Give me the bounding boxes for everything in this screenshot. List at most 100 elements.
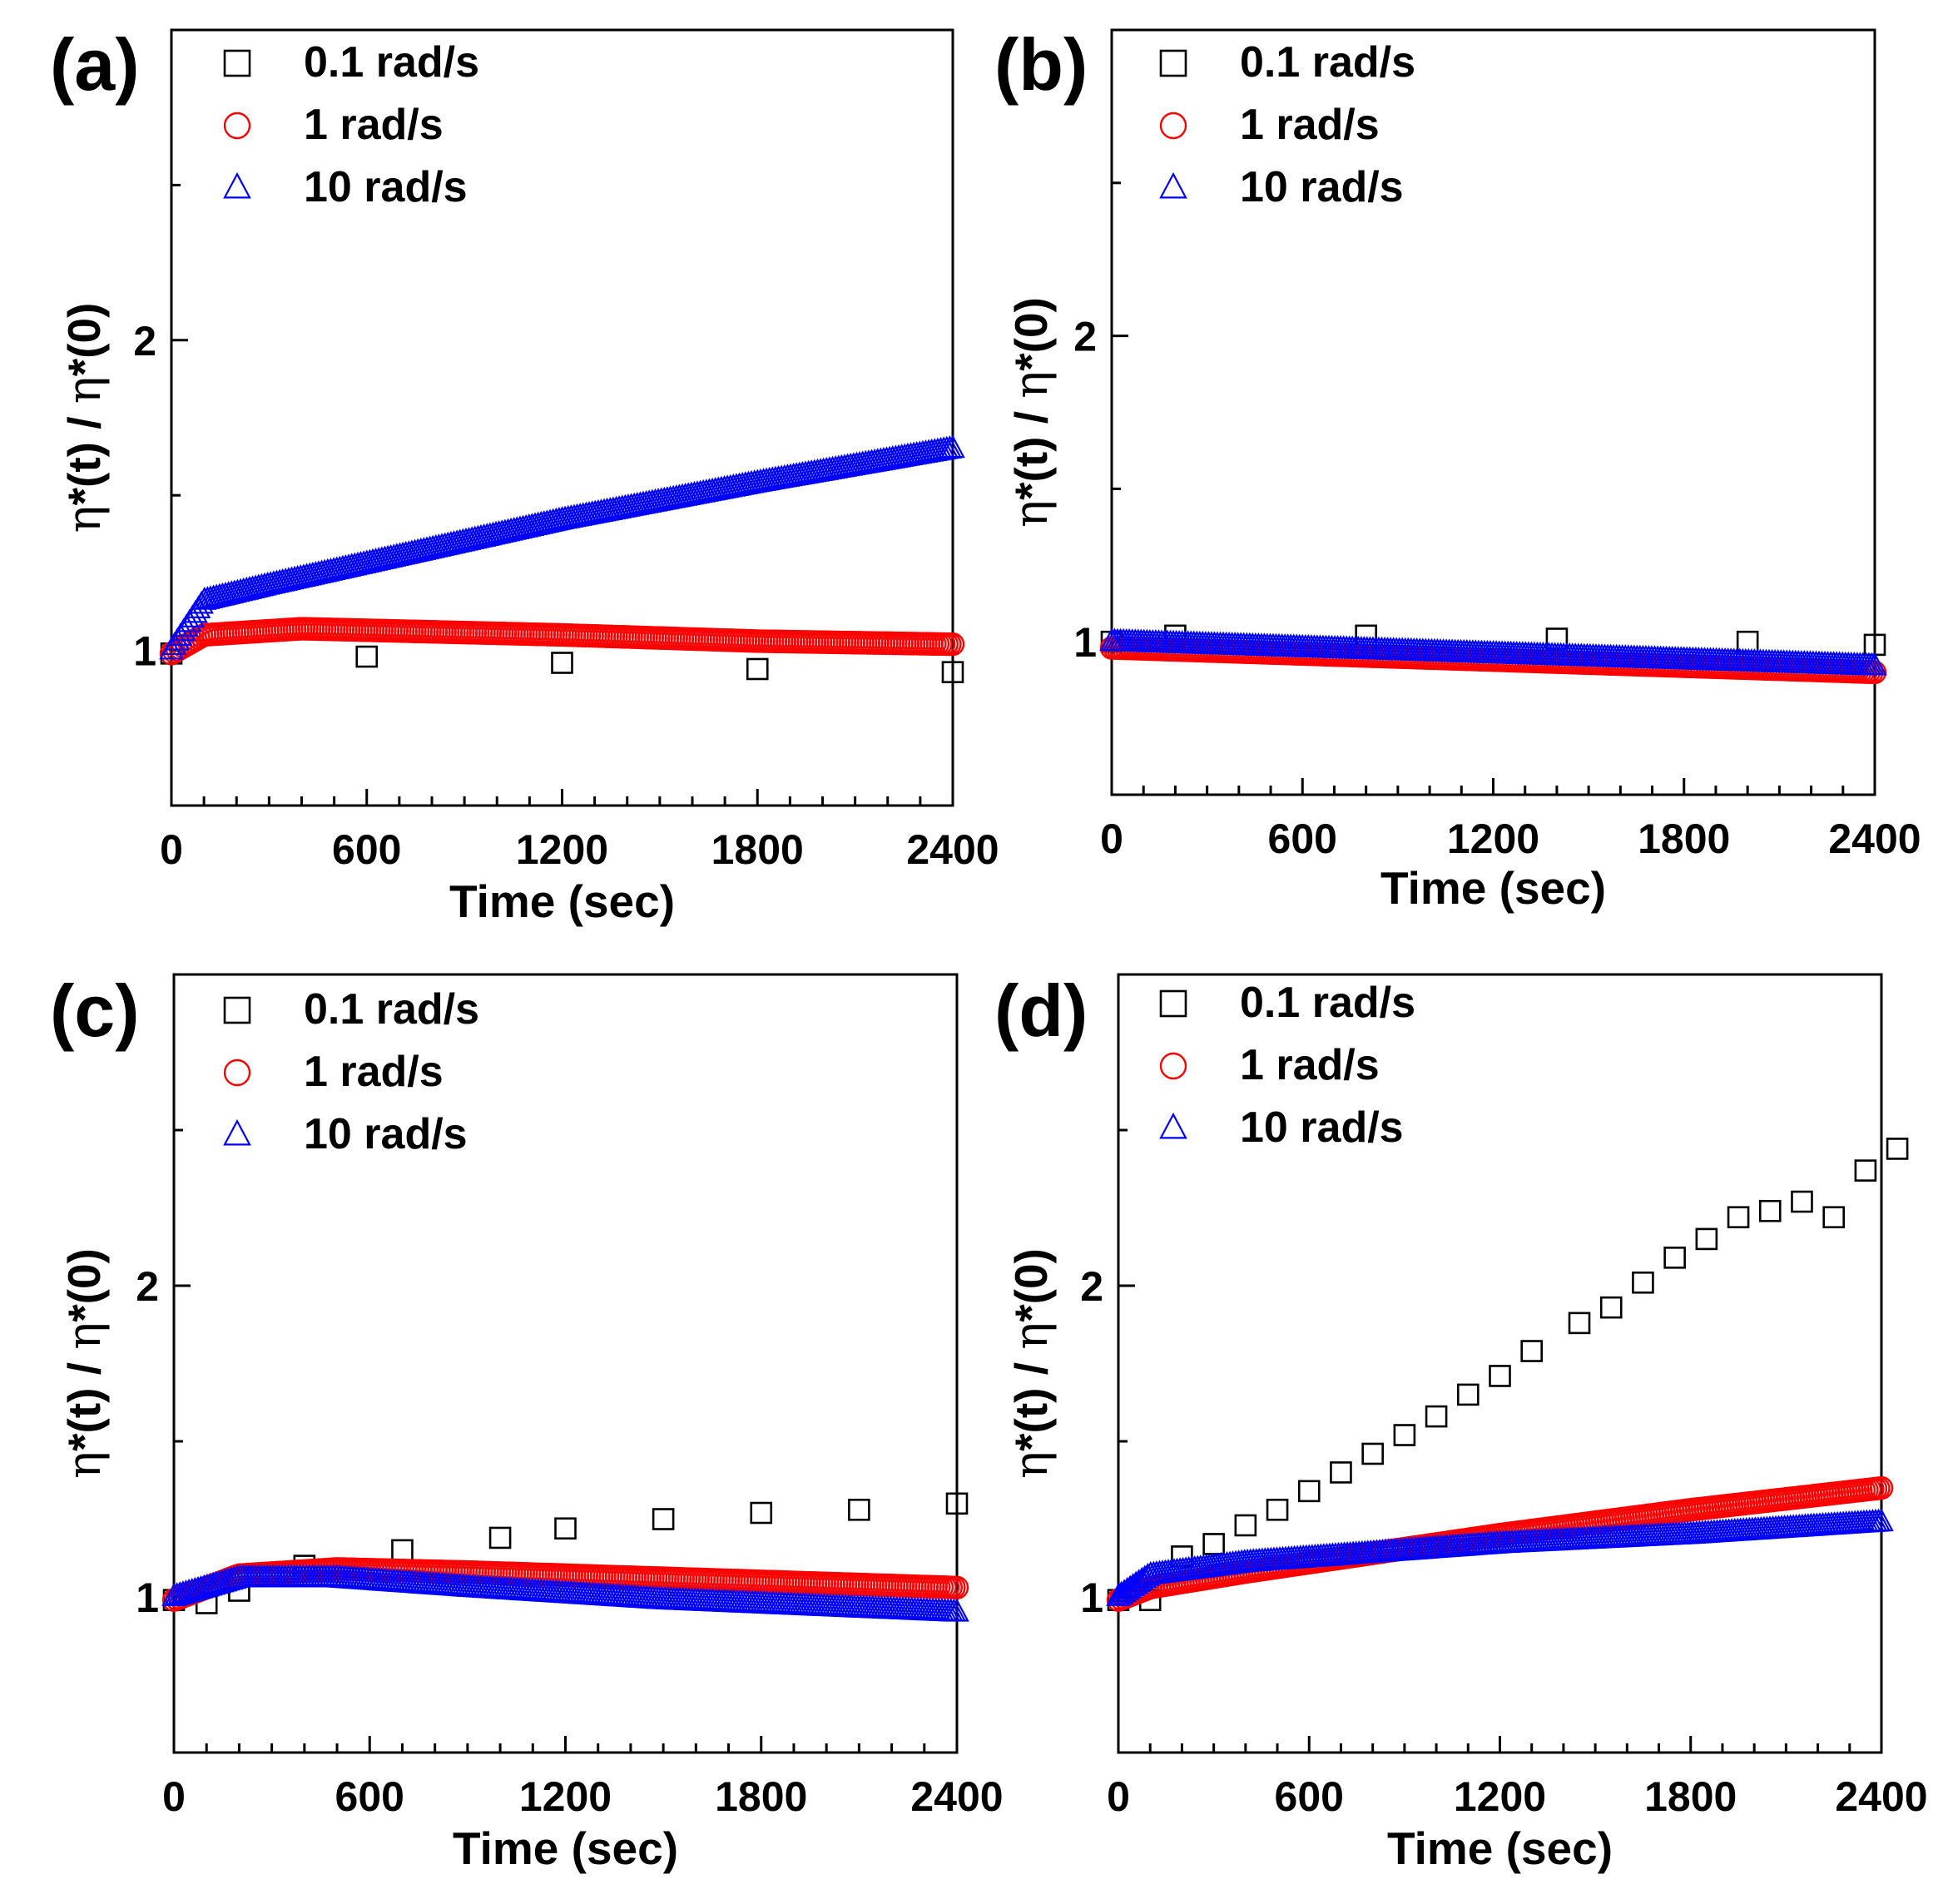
y-tick-label: 1	[1073, 619, 1097, 666]
x-tick-label: 600	[332, 826, 401, 873]
legend-marker	[223, 1118, 251, 1146]
panel-label: (c)	[50, 969, 140, 1052]
data-point	[1632, 1271, 1654, 1294]
data-point	[1456, 1383, 1480, 1406]
x-tick-label: 2400	[1835, 1773, 1927, 1820]
eta-symbol: η	[1004, 1322, 1058, 1350]
y-axis-title-part: *(0)	[1005, 1248, 1057, 1322]
data-point	[1791, 1190, 1813, 1213]
y-axis-title: η*(t) / η*(0)	[1004, 1248, 1058, 1479]
legend-label: 0.1 rad/s	[1240, 38, 1415, 87]
y-axis-title-part: *(t) /	[1005, 1350, 1057, 1451]
legend: 0.1 rad/s 1 rad/s 10 rad/s	[1159, 38, 1415, 211]
y-tick-label: 1	[136, 1574, 159, 1621]
legend-marker	[223, 49, 251, 77]
x-tick-label: 1800	[1644, 1773, 1737, 1820]
legend-marker	[1159, 1052, 1187, 1080]
x-tick-label: 600	[1275, 1773, 1344, 1820]
legend-label: 10 rad/s	[1240, 1103, 1404, 1152]
data-point	[1132, 1564, 1157, 1589]
eta-symbol: η	[1004, 500, 1058, 528]
x-tick-label: 0	[162, 1773, 186, 1820]
legend: 0.1 rad/s 1 rad/s 10 rad/s	[1159, 979, 1415, 1152]
legend-marker	[1159, 49, 1187, 77]
data-point	[1869, 1475, 1894, 1500]
data-point	[355, 645, 379, 668]
y-axis-title-part: *(t) /	[58, 1350, 110, 1451]
data-point	[1330, 1461, 1352, 1484]
data-point	[1886, 1138, 1909, 1160]
plot-frame	[170, 28, 954, 807]
eta-symbol: η	[1004, 1451, 1058, 1479]
x-tick-label: 1800	[1638, 816, 1730, 862]
data-point	[488, 1526, 512, 1549]
x-tick-label: 1800	[711, 826, 804, 873]
data-point	[1393, 1424, 1416, 1446]
y-tick-label: 1	[133, 628, 156, 675]
data-point	[1727, 1206, 1750, 1229]
series-1-rad-s	[159, 617, 965, 666]
legend-marker	[223, 171, 251, 199]
data-point	[1568, 1311, 1591, 1335]
data-point	[1234, 1514, 1257, 1537]
plot-frame	[1117, 973, 1883, 1754]
data-point	[1520, 1340, 1544, 1362]
legend-marker	[223, 1059, 251, 1087]
data-point	[1266, 1498, 1289, 1521]
data-point	[554, 1517, 577, 1540]
legend-marker	[223, 112, 251, 140]
data-point	[944, 1575, 969, 1599]
data-point	[940, 434, 965, 459]
data-point	[1854, 1159, 1877, 1182]
x-axis-title: Time (sec)	[449, 875, 675, 927]
data-point	[941, 661, 964, 683]
x-tick-label: 1800	[715, 1773, 807, 1820]
legend-label: 0.1 rad/s	[304, 985, 479, 1034]
panel-label: (d)	[994, 969, 1088, 1052]
x-tick-label: 1200	[1454, 1773, 1546, 1820]
data-point	[746, 657, 769, 681]
y-axis-title-part: *(0)	[1005, 297, 1057, 371]
eta-symbol: η	[57, 505, 111, 533]
y-axis-title-part: *(t) /	[1005, 399, 1057, 500]
y-tick-label: 2	[1073, 314, 1097, 360]
x-tick-label: 0	[1100, 816, 1123, 862]
x-axis-title: Time (sec)	[453, 1822, 678, 1874]
y-tick-label: 2	[136, 1263, 159, 1310]
y-tick-label: 2	[1080, 1263, 1103, 1310]
data-point	[1297, 1480, 1321, 1503]
data-point	[652, 1508, 675, 1530]
eta-symbol: η	[57, 1322, 111, 1350]
data-point	[1822, 1206, 1845, 1229]
legend-marker	[1159, 989, 1187, 1018]
y-axis-title: η*(t) / η*(0)	[1004, 297, 1058, 528]
legend-label: 1 rad/s	[1240, 101, 1380, 149]
data-point	[1695, 1227, 1718, 1251]
y-tick-label: 1	[1080, 1574, 1103, 1621]
legend-label: 10 rad/s	[304, 1110, 468, 1158]
x-tick-label: 1200	[519, 1773, 612, 1820]
x-tick-label: 1200	[516, 826, 608, 873]
data-point	[945, 1492, 969, 1515]
y-axis-title-part: *(t) /	[58, 404, 110, 505]
y-axis-title: η*(t) / η*(0)	[57, 303, 111, 533]
x-tick-label: 2400	[910, 1773, 1003, 1820]
data-point	[944, 1598, 969, 1622]
y-axis-title-part: *(0)	[58, 1248, 110, 1322]
data-point	[940, 632, 965, 657]
x-axis-title: Time (sec)	[1380, 862, 1606, 914]
legend: 0.1 rad/s 1 rad/s 10 rad/s	[223, 38, 479, 211]
x-tick-label: 1200	[1447, 816, 1539, 862]
legend-label: 0.1 rad/s	[1240, 979, 1415, 1027]
legend-label: 1 rad/s	[304, 1048, 444, 1096]
panel-label: (a)	[50, 23, 140, 106]
data-point	[1489, 1365, 1511, 1387]
data-point	[1663, 1247, 1686, 1269]
data-point	[1599, 1296, 1623, 1319]
legend-marker	[1159, 112, 1187, 140]
y-tick-label: 2	[133, 318, 156, 364]
x-tick-label: 0	[160, 826, 183, 873]
